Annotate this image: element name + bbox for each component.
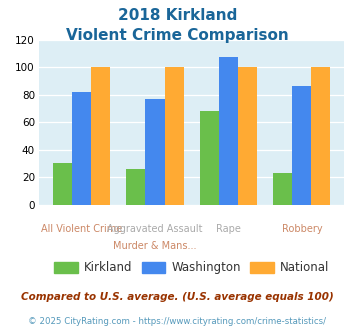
Bar	[311, 67, 331, 205]
Bar	[273, 173, 292, 205]
Bar	[292, 86, 311, 205]
Legend: Kirkland, Washington, National: Kirkland, Washington, National	[50, 257, 334, 279]
Bar	[238, 67, 257, 205]
Text: Rape: Rape	[216, 224, 241, 234]
Bar	[91, 67, 110, 205]
Text: All Violent Crime: All Violent Crime	[41, 224, 122, 234]
Text: Aggravated Assault: Aggravated Assault	[107, 224, 203, 234]
Text: Murder & Mans...: Murder & Mans...	[113, 241, 197, 251]
Bar	[200, 111, 219, 205]
Text: Violent Crime Comparison: Violent Crime Comparison	[66, 28, 289, 43]
Bar	[146, 99, 164, 205]
Text: 2018 Kirkland: 2018 Kirkland	[118, 8, 237, 23]
Text: Compared to U.S. average. (U.S. average equals 100): Compared to U.S. average. (U.S. average …	[21, 292, 334, 302]
Text: © 2025 CityRating.com - https://www.cityrating.com/crime-statistics/: © 2025 CityRating.com - https://www.city…	[28, 317, 327, 326]
Bar	[164, 67, 184, 205]
Bar	[53, 163, 72, 205]
Bar	[219, 57, 238, 205]
Text: Robbery: Robbery	[282, 224, 322, 234]
Bar	[126, 169, 146, 205]
Bar	[72, 92, 91, 205]
